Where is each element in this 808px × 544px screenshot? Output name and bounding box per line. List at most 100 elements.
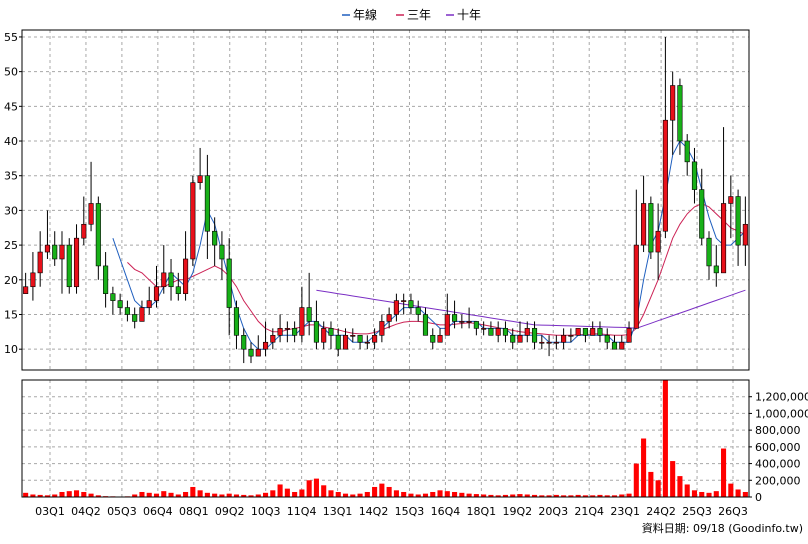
candle-body bbox=[502, 328, 509, 336]
candle-body bbox=[597, 328, 603, 336]
candle-body bbox=[233, 307, 240, 336]
x-tick-label: 09Q2 bbox=[215, 505, 245, 518]
volume-bar bbox=[415, 494, 421, 497]
candle-body bbox=[183, 258, 189, 294]
candle-body bbox=[415, 307, 421, 315]
candle-body bbox=[212, 230, 218, 246]
volume-bar bbox=[233, 494, 240, 497]
volume-bar bbox=[37, 494, 43, 497]
volume-bar bbox=[517, 494, 523, 497]
volume-bar bbox=[313, 478, 319, 497]
volume-bar bbox=[604, 495, 610, 497]
volume-bar bbox=[459, 492, 465, 497]
candle-body bbox=[292, 328, 298, 336]
candle-body bbox=[379, 321, 385, 336]
candle-body bbox=[677, 85, 683, 142]
volume-bar bbox=[597, 494, 603, 497]
candle-body bbox=[204, 175, 210, 232]
volume-bar bbox=[626, 493, 632, 497]
volume-bar bbox=[452, 491, 458, 497]
candle-body bbox=[626, 328, 632, 343]
candle-body bbox=[321, 328, 327, 343]
volume-bar bbox=[364, 491, 370, 497]
volume-tick-label: 1,200,000 bbox=[755, 391, 808, 404]
candle-body bbox=[335, 335, 341, 350]
volume-bar bbox=[299, 489, 305, 497]
volume-bar bbox=[582, 495, 588, 497]
volume-bar bbox=[437, 490, 443, 497]
source-note: 資料日期: 09/18 (Goodinfo.tw) bbox=[642, 521, 803, 535]
x-tick-label: 04Q2 bbox=[71, 505, 101, 518]
volume-bar bbox=[670, 461, 676, 497]
candle-body bbox=[648, 203, 654, 253]
candle-body bbox=[168, 272, 174, 288]
candle-body bbox=[575, 328, 581, 336]
candle-body bbox=[132, 314, 138, 322]
volume-bar bbox=[684, 484, 690, 497]
candle-body bbox=[452, 314, 458, 322]
volume-bar bbox=[190, 486, 196, 497]
volume-bar bbox=[306, 480, 312, 497]
volume-bar bbox=[30, 494, 36, 497]
volume-bar bbox=[175, 494, 181, 497]
candle-body bbox=[328, 328, 334, 336]
volume-bar bbox=[495, 495, 501, 497]
candle-body bbox=[691, 161, 698, 190]
candlesticks bbox=[23, 36, 748, 364]
x-tick-label: 10Q3 bbox=[251, 505, 281, 518]
volume-bar bbox=[633, 463, 639, 497]
volume-tick-label: 0 bbox=[755, 491, 762, 504]
candle-body bbox=[531, 328, 538, 343]
candle-body bbox=[81, 223, 87, 239]
x-tick-label: 08Q1 bbox=[179, 505, 209, 518]
candle-body bbox=[88, 203, 94, 225]
volume-bar bbox=[662, 380, 668, 497]
candle-body bbox=[30, 272, 36, 288]
x-tick-label: 26Q3 bbox=[718, 505, 748, 518]
volume-bar bbox=[263, 492, 269, 497]
candle-body bbox=[539, 341, 545, 344]
volume-bar bbox=[699, 491, 705, 497]
volume-bar bbox=[721, 448, 727, 497]
x-tick-label: 13Q1 bbox=[323, 505, 353, 518]
volume-bar bbox=[735, 489, 741, 497]
price-tick-label: 20 bbox=[4, 274, 18, 287]
candle-body bbox=[568, 335, 574, 337]
volume-bar bbox=[590, 495, 596, 497]
volume-bar bbox=[321, 485, 327, 497]
x-axis-ticks: 03Q1 04Q2 05Q3 06Q4 08Q1 09Q2 10Q3 11Q4 13Q1 14Q2… bbox=[35, 505, 748, 518]
price-tick-label: 15 bbox=[4, 308, 18, 321]
candle-body bbox=[372, 335, 378, 343]
price-tick-label: 55 bbox=[4, 31, 18, 44]
candle-body bbox=[52, 244, 58, 260]
candle-body bbox=[604, 335, 610, 343]
candle-body bbox=[684, 140, 690, 163]
volume-bar bbox=[357, 493, 363, 497]
volume-bar bbox=[372, 486, 378, 497]
volume-bar bbox=[161, 491, 167, 497]
candle-body bbox=[153, 286, 160, 301]
x-tick-label: 24Q2 bbox=[646, 505, 676, 518]
candle-body bbox=[510, 335, 516, 343]
price-axis-ticks: 10 15 20 25 30 35 40 45 50 55 bbox=[4, 31, 22, 356]
price-tick-label: 45 bbox=[4, 100, 18, 113]
volume-bar bbox=[350, 494, 356, 497]
candle-body bbox=[139, 307, 145, 322]
x-tick-label: 05Q3 bbox=[107, 505, 137, 518]
volume-tick-label: 1,000,000 bbox=[755, 407, 808, 420]
volume-bar bbox=[510, 494, 516, 497]
candle-body bbox=[430, 335, 436, 343]
x-tick-label: 06Q4 bbox=[143, 505, 173, 518]
volume-bar bbox=[328, 490, 334, 497]
candle-body bbox=[306, 307, 312, 322]
x-tick-label: 21Q4 bbox=[574, 505, 604, 518]
candle-body bbox=[161, 272, 167, 288]
volume-bar bbox=[386, 486, 392, 497]
candle-body bbox=[546, 341, 552, 344]
volume-bar bbox=[713, 491, 719, 497]
volume-tick-label: 400,000 bbox=[755, 458, 801, 471]
volume-bar bbox=[408, 493, 414, 497]
plot-frame bbox=[21, 29, 750, 498]
candle-body bbox=[103, 265, 109, 294]
